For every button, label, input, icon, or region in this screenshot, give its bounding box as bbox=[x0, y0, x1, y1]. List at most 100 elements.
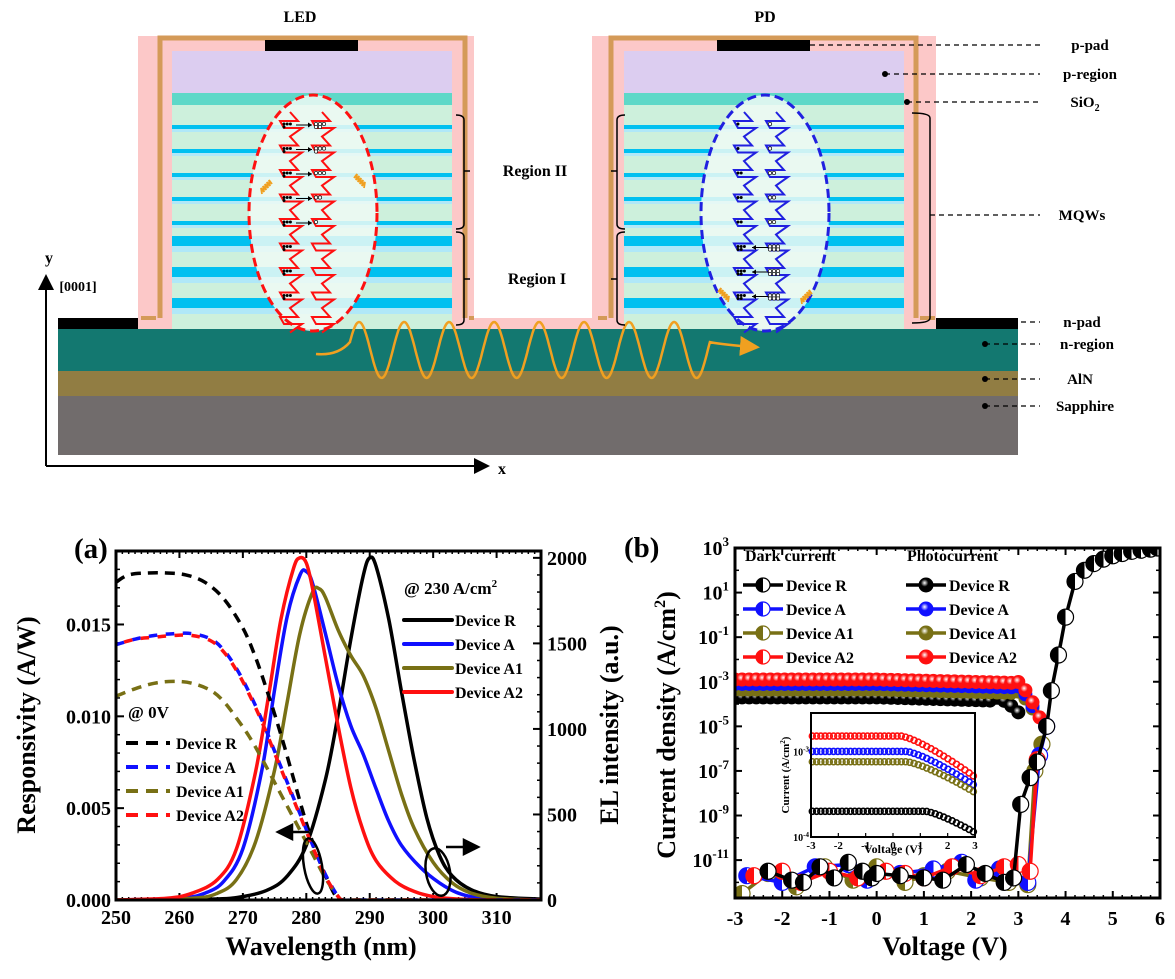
legend-marker-dark bbox=[755, 577, 771, 593]
data-point bbox=[1011, 705, 1026, 720]
legend-dark-label: Device A bbox=[786, 602, 846, 619]
inset-point bbox=[838, 807, 846, 816]
inset-point bbox=[850, 757, 859, 766]
y2-tick-label: 2000 bbox=[547, 548, 587, 570]
inset-point bbox=[855, 747, 863, 756]
x-tick-label: 4 bbox=[1061, 908, 1071, 930]
inset-point bbox=[961, 766, 969, 774]
coordinate-axes: y [0001] x bbox=[38, 250, 506, 478]
data-point bbox=[954, 674, 969, 689]
inset-series-device-a2 bbox=[808, 732, 978, 780]
data-point bbox=[983, 675, 997, 690]
data-point bbox=[940, 684, 955, 699]
inset-point bbox=[944, 765, 952, 774]
data-point bbox=[898, 691, 912, 706]
inset-point bbox=[961, 782, 969, 791]
data-point bbox=[1005, 869, 1023, 887]
data-point bbox=[862, 672, 877, 687]
inset-point bbox=[838, 757, 846, 766]
photon-emission-icon bbox=[353, 173, 366, 189]
inset-point bbox=[935, 760, 944, 769]
inset-point bbox=[846, 757, 855, 766]
inset-point bbox=[855, 807, 863, 816]
data-point bbox=[940, 692, 955, 707]
electron bbox=[285, 294, 289, 297]
electron bbox=[282, 272, 286, 276]
data-point bbox=[855, 672, 870, 687]
data-point bbox=[1004, 698, 1019, 713]
inset-point bbox=[965, 769, 973, 777]
data-point bbox=[834, 682, 849, 697]
hole bbox=[767, 170, 773, 176]
data-point bbox=[1019, 873, 1037, 891]
y2-tick-label: 0 bbox=[547, 890, 557, 912]
data-point bbox=[820, 862, 839, 880]
inset-point bbox=[863, 732, 872, 740]
electron bbox=[282, 199, 286, 202]
dark-current-series-device-a bbox=[738, 717, 1056, 891]
electron bbox=[288, 196, 292, 199]
electron bbox=[285, 171, 289, 175]
data-point bbox=[855, 676, 870, 691]
photon-emission-icon bbox=[717, 287, 730, 303]
data-point bbox=[784, 690, 799, 705]
inset-point bbox=[838, 747, 846, 756]
data-point bbox=[770, 676, 785, 691]
hole bbox=[771, 271, 777, 277]
x-tick-label: 6 bbox=[1155, 908, 1165, 930]
data-point bbox=[1085, 555, 1103, 573]
inset-point bbox=[880, 732, 889, 740]
data-point bbox=[735, 676, 742, 691]
inset-point bbox=[969, 772, 978, 780]
inset-point bbox=[889, 747, 897, 756]
label-sapphire: Sapphire bbox=[1056, 399, 1114, 415]
inset-point bbox=[931, 758, 940, 767]
inset-point bbox=[944, 815, 952, 823]
inset-point bbox=[808, 747, 817, 756]
valence-band bbox=[310, 111, 338, 334]
inset-point bbox=[901, 807, 910, 816]
inset-x-tick-label: 3 bbox=[972, 840, 978, 852]
data-point bbox=[975, 675, 990, 690]
inset-point bbox=[872, 807, 880, 816]
data-point bbox=[742, 690, 757, 705]
x-tick-label: -3 bbox=[727, 908, 744, 930]
y2-tick-label: 1500 bbox=[547, 633, 587, 655]
data-point bbox=[905, 683, 920, 698]
data-point bbox=[947, 684, 962, 699]
data-point bbox=[841, 682, 856, 697]
inset-point bbox=[910, 807, 918, 816]
data-point bbox=[1012, 795, 1030, 813]
data-point bbox=[791, 690, 806, 705]
electron bbox=[739, 297, 743, 300]
inset-point bbox=[939, 771, 948, 780]
legend-marker-photo bbox=[918, 601, 934, 617]
electron bbox=[736, 196, 740, 199]
inset-point bbox=[880, 807, 889, 816]
data-point bbox=[816, 858, 834, 876]
hole bbox=[775, 247, 781, 252]
hole bbox=[767, 271, 773, 277]
data-point bbox=[763, 676, 778, 691]
inset-point bbox=[821, 747, 829, 756]
inset-point bbox=[850, 732, 859, 740]
data-point bbox=[784, 672, 799, 687]
data-point bbox=[1018, 691, 1033, 706]
inset-point bbox=[863, 757, 872, 766]
data-point bbox=[997, 693, 1012, 708]
inset-point bbox=[897, 747, 906, 756]
electron bbox=[285, 220, 289, 224]
data-point bbox=[770, 682, 785, 697]
data-point bbox=[954, 692, 969, 707]
data-point bbox=[820, 676, 835, 691]
data-point bbox=[877, 862, 895, 880]
data-point bbox=[997, 680, 1012, 695]
inset-point bbox=[872, 747, 880, 756]
data-point bbox=[876, 682, 891, 697]
photocurrent-series-device-a1 bbox=[735, 682, 1040, 716]
data-point bbox=[735, 676, 750, 691]
electron bbox=[742, 269, 746, 273]
data-point bbox=[834, 672, 849, 687]
data-point bbox=[1025, 699, 1040, 714]
x-tick-label: 2 bbox=[966, 908, 976, 930]
